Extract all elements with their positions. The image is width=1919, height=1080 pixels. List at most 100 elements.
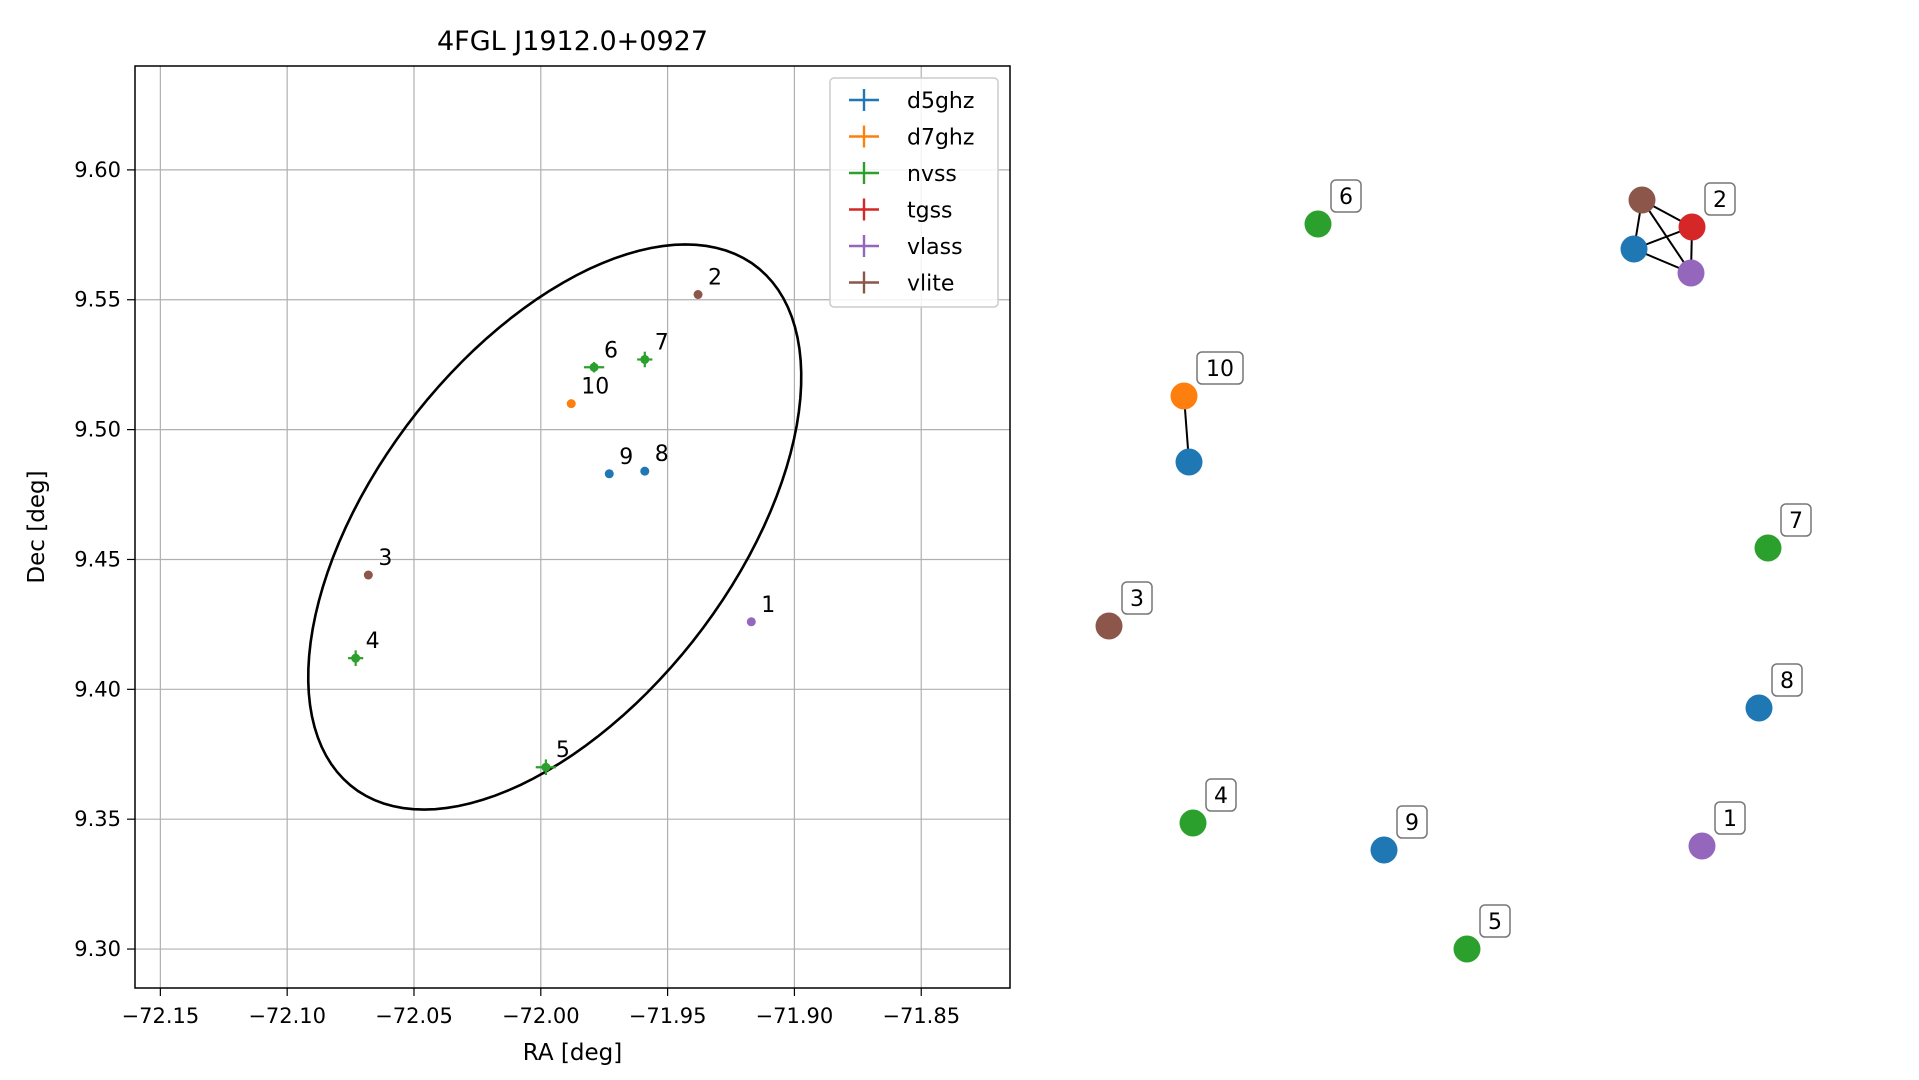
label-box [1704, 182, 1736, 216]
label-box [1121, 581, 1153, 615]
y-tick-label: 9.55 [74, 288, 121, 312]
network-node [1095, 612, 1123, 640]
x-axis-title: RA [deg] [523, 1040, 622, 1066]
network-node-label: 4 [1205, 778, 1237, 812]
legend-entry-nvss: nvss [849, 162, 957, 187]
point-label: 5 [556, 738, 570, 763]
network-node [1745, 694, 1773, 722]
legend-entry-d5ghz: d5ghz [849, 89, 974, 114]
plot-frame [134, 65, 1011, 989]
network-node [1170, 382, 1198, 410]
legend-entry-d7ghz: d7ghz [849, 125, 974, 151]
y-axis-title: Dec [deg] [24, 470, 50, 583]
point-label: 6 [604, 338, 618, 363]
y-tick-label: 9.45 [74, 547, 121, 571]
point-label: 8 [655, 442, 669, 467]
network-node-label: 6 [1330, 179, 1362, 213]
confidence-ellipse [306, 243, 803, 811]
network-node-label: 5 [1479, 904, 1511, 938]
label-text: 5 [1488, 910, 1502, 935]
x-tick-label: −71.90 [756, 1004, 834, 1028]
label-text: 1 [1723, 807, 1737, 832]
label-text: 9 [1405, 811, 1419, 836]
legend-label: d7ghz [907, 126, 974, 151]
network-node [1453, 935, 1481, 963]
label-box [1396, 805, 1428, 839]
network-node-label: 2 [1704, 182, 1736, 216]
point-marker [746, 617, 756, 627]
point-marker [589, 362, 599, 372]
label-box [1780, 503, 1812, 537]
point-label: 7 [655, 330, 669, 355]
x-tick-label: −71.85 [882, 1004, 960, 1028]
data-point-d5ghz [604, 469, 614, 479]
label-text: 7 [1789, 509, 1803, 534]
network-node-label: 7 [1780, 503, 1812, 537]
network-node [1304, 210, 1332, 238]
point-marker [566, 399, 576, 409]
label-text: 10 [1206, 357, 1234, 382]
data-point-nvss [583, 362, 605, 373]
label-box [1771, 663, 1803, 697]
network-edge [1641, 199, 1692, 274]
legend-box [829, 77, 999, 308]
data-point-nvss [535, 759, 557, 776]
data-point-vlite [693, 290, 703, 300]
network-node [1678, 213, 1706, 241]
legend-label: vlass [907, 235, 963, 260]
legend-label: nvss [907, 162, 957, 187]
point-label: 10 [581, 375, 609, 400]
network-node [1677, 259, 1705, 287]
y-tick-label: 9.30 [74, 937, 121, 961]
x-tick-label: −72.10 [248, 1004, 326, 1028]
chart-title: 4FGL J1912.0+0927 [437, 26, 708, 57]
network-node-label: 8 [1771, 663, 1803, 697]
point-label: 1 [761, 593, 775, 618]
scatter-marks: 89 10 4 5 6 7 1 2 3 [306, 243, 803, 811]
label-text: 6 [1339, 185, 1353, 210]
label-box [1479, 904, 1511, 938]
point-marker [541, 762, 551, 772]
point-marker [693, 290, 703, 300]
label-box [1330, 179, 1362, 213]
network-node [1628, 186, 1656, 214]
label-text: 8 [1780, 669, 1794, 694]
data-point-d7ghz [566, 399, 576, 409]
point-marker [604, 469, 614, 479]
legend-entry-vlass: vlass [849, 235, 963, 260]
legend-label: vlite [907, 272, 954, 297]
point-marker [351, 653, 361, 663]
label-text: 2 [1713, 188, 1727, 213]
legend: d5ghz d7ghz nvss tgss vlass vlite [829, 77, 999, 308]
legend-entry-vlite: vlite [849, 271, 954, 297]
y-tick-label: 9.50 [74, 418, 121, 442]
network-node [1620, 235, 1648, 263]
network-node-label: 3 [1121, 581, 1153, 615]
x-tick-label: −71.95 [629, 1004, 707, 1028]
network-graph: 6 2 10 7 3 8 4 9 1 5 [1095, 179, 1812, 963]
legend-label: tgss [907, 199, 953, 224]
x-tick-label: −72.05 [375, 1004, 453, 1028]
x-tick-label: −72.15 [122, 1004, 200, 1028]
data-point-nvss [637, 351, 653, 368]
point-marker [640, 354, 650, 364]
x-tick-label: −72.00 [502, 1004, 580, 1028]
point-marker [363, 570, 373, 580]
point-label: 2 [708, 266, 722, 291]
point-label: 4 [366, 629, 380, 654]
data-point-d5ghz [640, 466, 650, 476]
point-label: 9 [619, 445, 633, 470]
label-box [1196, 351, 1244, 385]
data-point-nvss [348, 650, 364, 666]
network-node [1754, 534, 1782, 562]
y-tick-label: 9.40 [74, 677, 121, 701]
label-box [1205, 778, 1237, 812]
network-node [1179, 809, 1207, 837]
y-tick-label: 9.60 [74, 158, 121, 182]
network-node [1688, 832, 1716, 860]
network-node [1370, 836, 1398, 864]
label-text: 3 [1130, 587, 1144, 612]
label-text: 4 [1214, 784, 1228, 809]
point-marker [640, 466, 650, 476]
